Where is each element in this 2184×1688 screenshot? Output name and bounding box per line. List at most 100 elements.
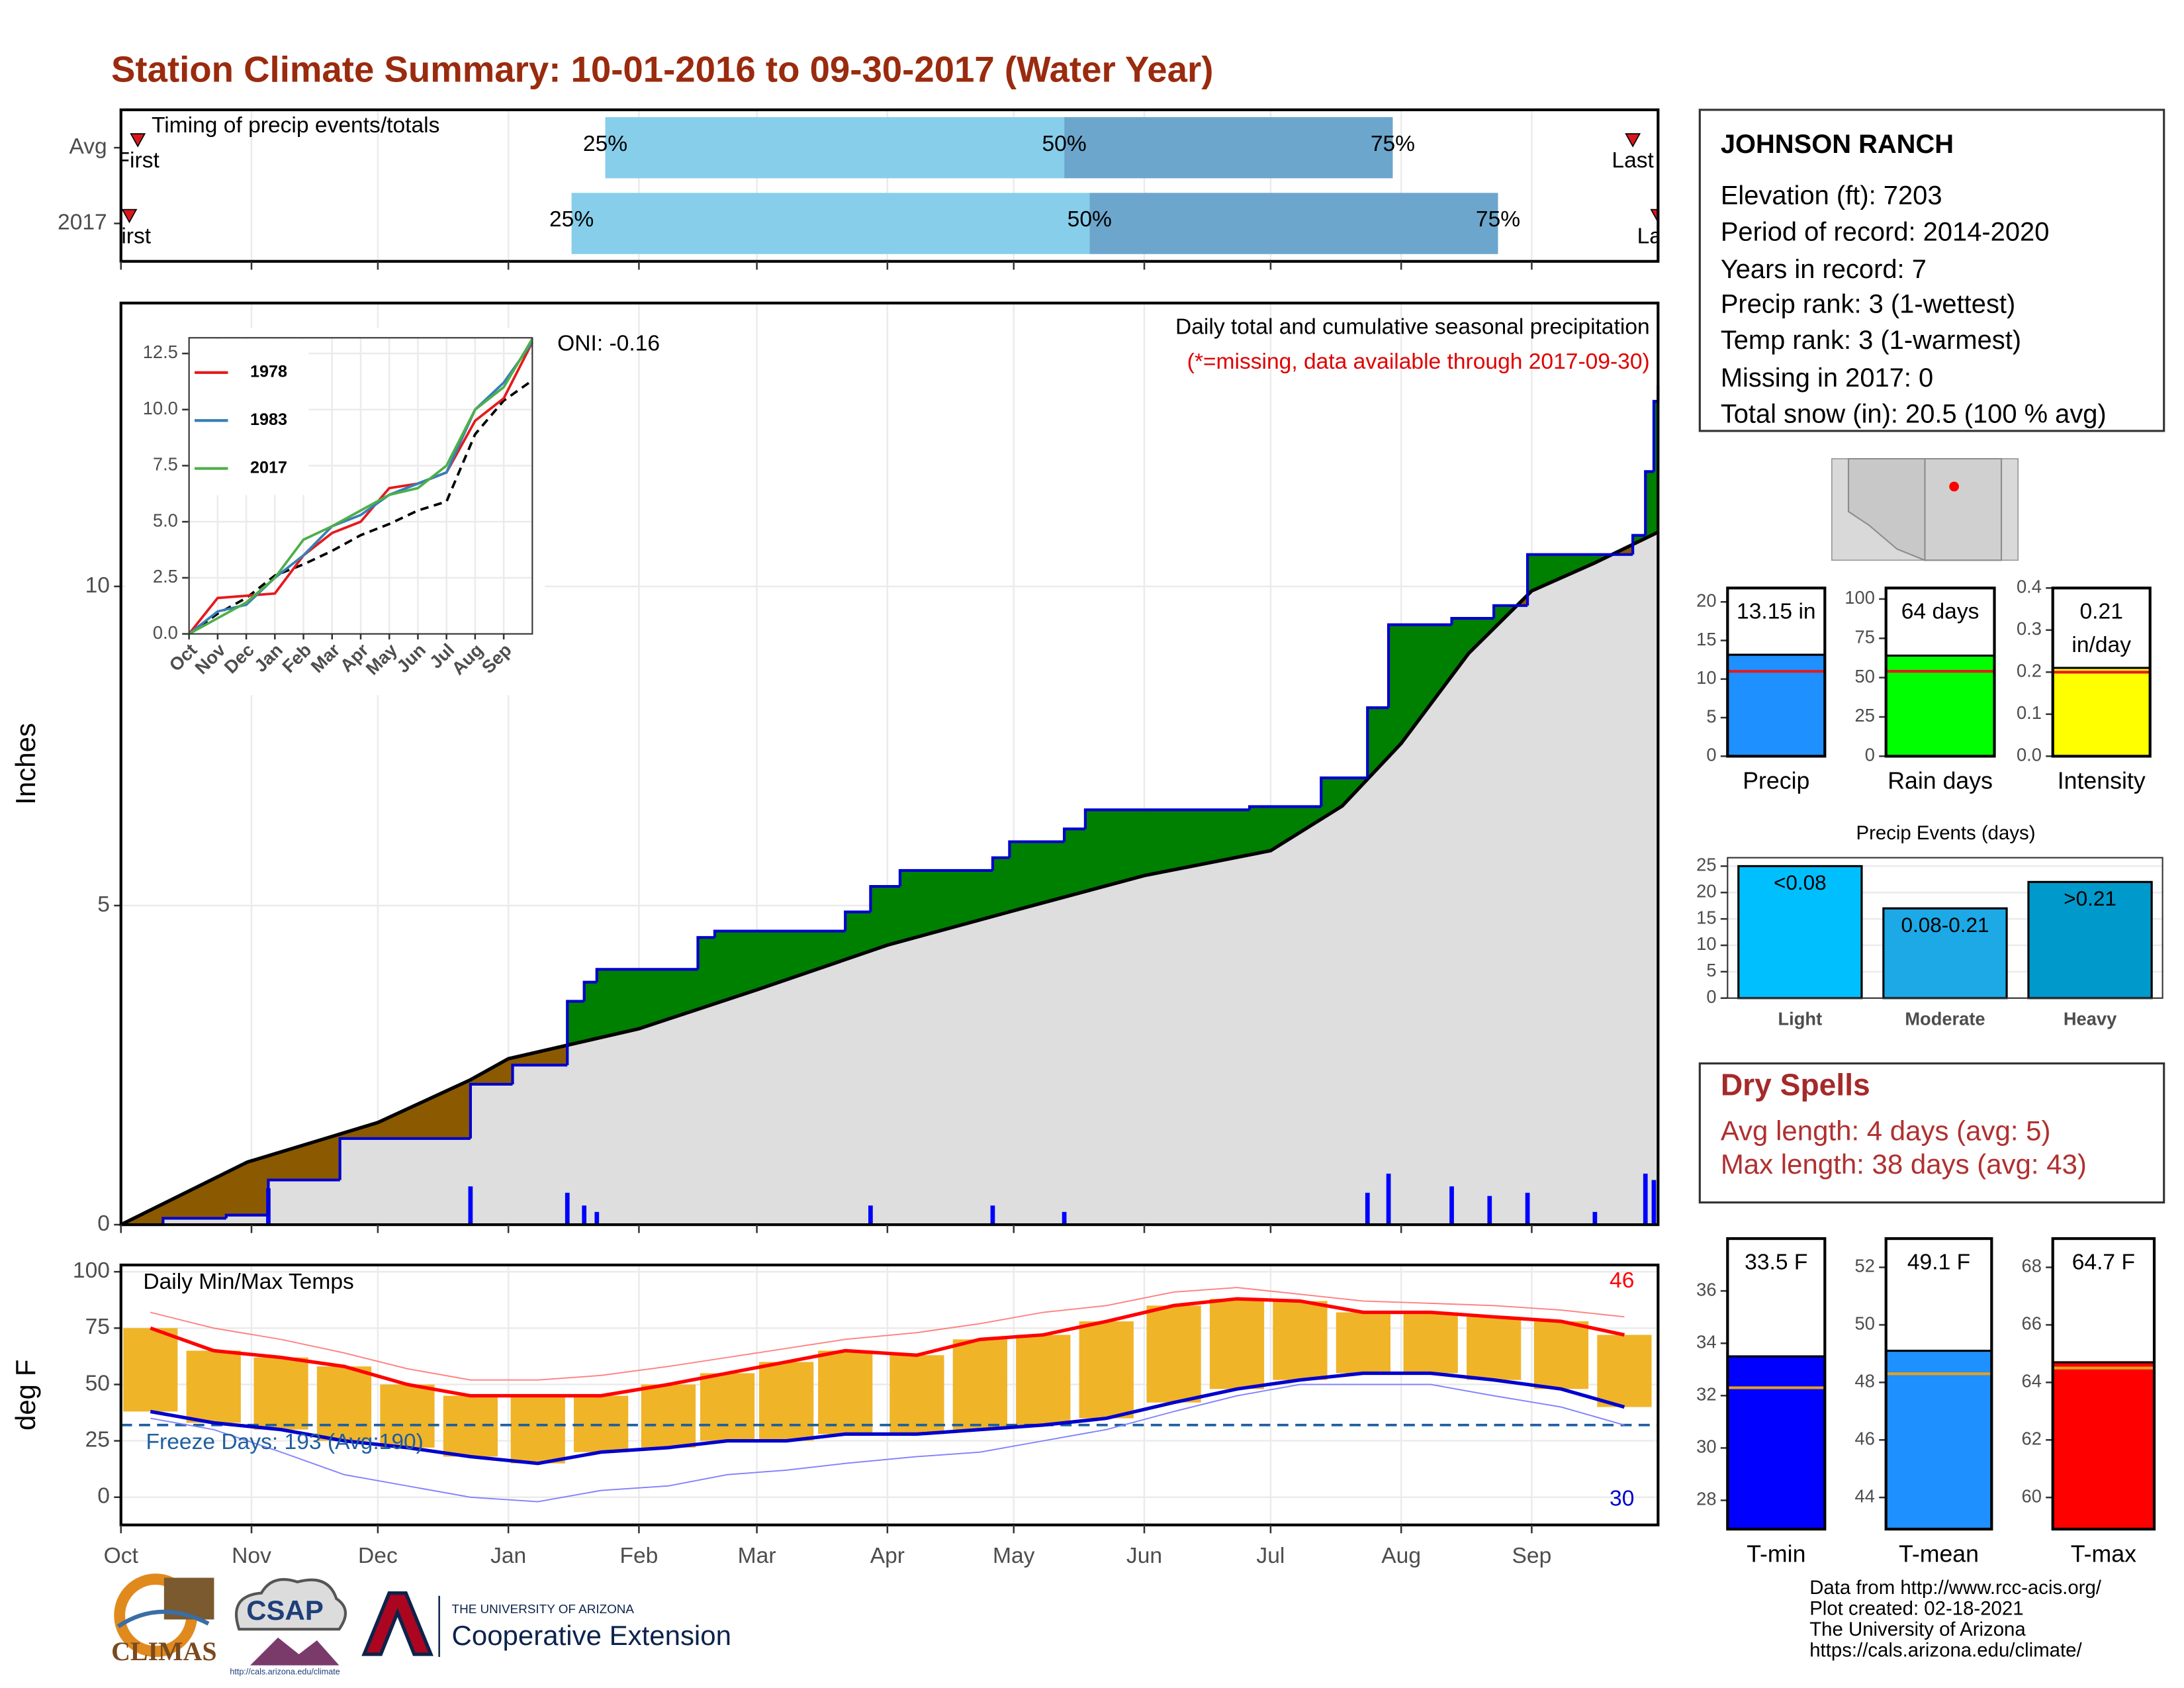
- x-tick-label: Nov: [232, 1544, 271, 1568]
- gauge-bar: [2052, 667, 2152, 757]
- y-tick-label: 10.0: [143, 398, 178, 418]
- observed-step: [566, 1000, 584, 1066]
- station-line: Precip rank: 3 (1-wettest): [1721, 290, 2015, 319]
- temp-range-bar: [1467, 1317, 1522, 1380]
- observed-step: [869, 884, 900, 912]
- value-label-box: 0.21 in/day: [2071, 600, 2132, 658]
- annotation: (*=missing, data available through 2017-…: [1187, 350, 1650, 374]
- observed-step: [1063, 827, 1085, 842]
- category-label: T-min: [1747, 1540, 1805, 1567]
- temp-range-bar: [952, 1339, 1007, 1430]
- value-label-box: 64.7 F: [2072, 1251, 2135, 1275]
- temp-range-bar: [123, 1328, 178, 1412]
- x-tick-label: Jul: [1256, 1544, 1285, 1568]
- daily-bar: [1525, 1192, 1530, 1225]
- logo-cloud: [235, 1577, 347, 1631]
- avg-line: [120, 530, 1659, 1227]
- bar: [1882, 907, 2008, 1000]
- y-tick-label: 0.0: [153, 622, 178, 643]
- x-tick-label: Dec: [358, 1544, 398, 1568]
- category-label: Precip: [1743, 768, 1809, 794]
- observed-step: [338, 1137, 471, 1180]
- daily-bar: [1487, 1196, 1492, 1225]
- observed-step: [1008, 840, 1065, 858]
- frame: [1726, 1237, 1827, 1531]
- temp-range-bar: [316, 1366, 372, 1441]
- y-tick-label: 66: [2022, 1313, 2042, 1334]
- chart-title: Daily Min/Max Temps: [143, 1270, 353, 1294]
- observed-step: [582, 980, 597, 1002]
- value-label-box: 64 days: [1901, 600, 1979, 624]
- y-tick-label: 50: [1855, 666, 1875, 686]
- observed-step: [1631, 534, 1646, 555]
- observed-step: [1083, 808, 1250, 829]
- category-label: 2017: [58, 210, 107, 234]
- tmax-avg-line: [150, 1287, 1625, 1381]
- daily-bar: [1651, 1180, 1657, 1225]
- observed-step: [1387, 623, 1452, 708]
- y-tick-label: 52: [1855, 1256, 1875, 1276]
- series-line: [188, 342, 534, 635]
- x-tick-label: Oct: [104, 1544, 139, 1568]
- freeze-label: Freeze Days: 193 (Avg:190): [146, 1430, 424, 1454]
- observed-step: [1320, 776, 1368, 807]
- dry-spells-line: Max length: 38 days (avg: 43): [1721, 1149, 2087, 1180]
- y-tick-label: 25: [85, 1428, 110, 1452]
- observed-step: [469, 1082, 513, 1139]
- y-tick-label: 20: [1696, 590, 1716, 610]
- event-marker: [130, 133, 146, 148]
- gauge-bar: [2052, 1361, 2156, 1530]
- station-dot: [1949, 481, 1959, 492]
- marker-label: 50%: [1068, 207, 1112, 232]
- observed-step: [1525, 553, 1633, 606]
- y-tick-label: 10: [1696, 667, 1716, 688]
- value-label: 0.21 in/day: [2071, 600, 2132, 658]
- temp-range-bar: [510, 1395, 565, 1464]
- temp-range-bar: [253, 1357, 308, 1430]
- observed-step: [713, 929, 846, 938]
- logo-url: http://cals.arizona.edu/climate: [230, 1667, 340, 1677]
- temp-range-bar: [1597, 1335, 1652, 1407]
- y-tick-label: 0: [1706, 986, 1716, 1007]
- temp-range-bar: [1079, 1321, 1134, 1419]
- observed-step: [267, 1178, 340, 1215]
- y-tick-label: 0.2: [2017, 661, 2042, 681]
- station-name: JOHNSON RANCH: [1721, 130, 1954, 159]
- page-title: Station Climate Summary: 10-01-2016 to 0…: [111, 50, 1213, 90]
- footer-line: The University of Arizona: [1809, 1618, 2026, 1640]
- plot-area: First 25% 50% 75% Last First 25% 50% 75% Last: [121, 117, 1659, 254]
- logo-text: CLIMAS: [111, 1636, 217, 1666]
- station-line: Elevation (ft): 7203: [1721, 181, 1942, 211]
- event-marker: [121, 209, 138, 224]
- series-line: [188, 338, 533, 635]
- chart-title: Precip Events (days): [1856, 822, 2036, 844]
- dry-spells-panel: [1698, 1062, 2165, 1204]
- frame: [2051, 1237, 2156, 1531]
- value-label-box: 13.15 in: [1737, 600, 1816, 624]
- tmin-avg-line: [150, 1383, 1625, 1503]
- y-tick-label: 0.3: [2017, 618, 2042, 639]
- y-tick-label: 28: [1696, 1489, 1716, 1509]
- temp-range-bar: [1403, 1312, 1458, 1374]
- observed-step: [595, 968, 698, 982]
- daily-bar: [1643, 1173, 1648, 1225]
- daily-bar: [1592, 1211, 1598, 1225]
- csap-logo: CSAP http://cals.arizona.edu/climate: [230, 1577, 347, 1677]
- category-label: T-max: [2071, 1540, 2136, 1567]
- y-tick-label: 20: [1696, 881, 1716, 902]
- observed-step: [1450, 617, 1494, 625]
- logo-text: THE UNIVERSITY OF ARIZONA: [452, 1603, 635, 1617]
- daily-bar: [868, 1205, 873, 1225]
- daily-bar: [1449, 1186, 1454, 1225]
- chart-title: Timing of precip events/totals: [152, 113, 439, 138]
- observed-step: [161, 1217, 226, 1225]
- y-tick-label: 10: [85, 573, 110, 598]
- y-tick-label: 64: [2022, 1371, 2042, 1391]
- y-tick-label: 15: [1696, 629, 1716, 649]
- y-tick-label: 0.4: [2017, 576, 2042, 596]
- x-tick-label: May: [993, 1544, 1035, 1568]
- y-tick-label: 0: [97, 1211, 110, 1236]
- annotation: 30: [1610, 1487, 1634, 1511]
